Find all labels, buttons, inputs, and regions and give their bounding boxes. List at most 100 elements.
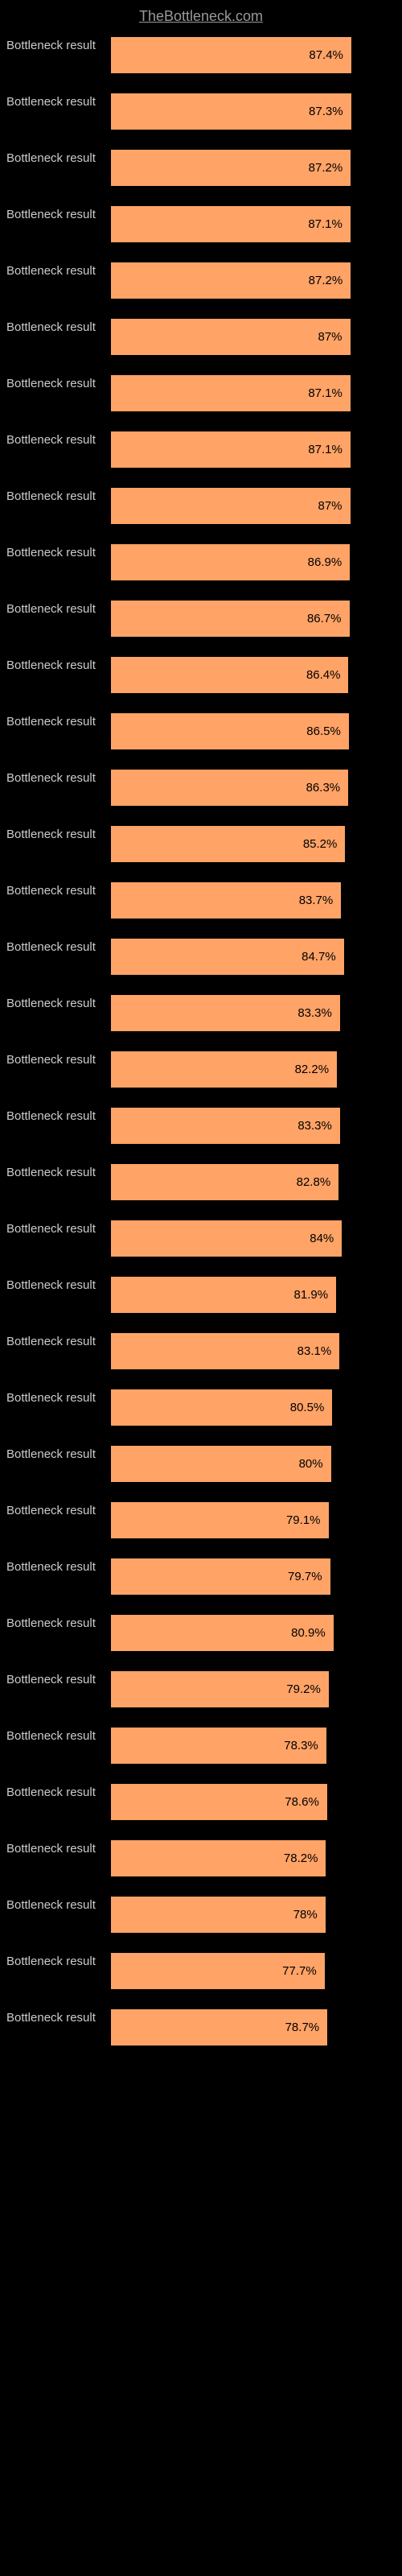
- row-label: Bottleneck result: [6, 93, 111, 130]
- site-link[interactable]: TheBottleneck.com: [139, 8, 263, 24]
- row-label: Bottleneck result: [6, 1164, 111, 1200]
- bar-area: 80%: [111, 1446, 386, 1482]
- chart-row: Bottleneck result86.3%: [6, 770, 386, 806]
- bar: 86.5%: [111, 713, 349, 749]
- bar-area: 80.5%: [111, 1389, 386, 1426]
- bar-value: 86.4%: [306, 668, 341, 682]
- row-label: Bottleneck result: [6, 1897, 111, 1933]
- row-label: Bottleneck result: [6, 1051, 111, 1088]
- bar-area: 86.3%: [111, 770, 386, 806]
- chart-row: Bottleneck result79.2%: [6, 1671, 386, 1707]
- bar-area: 77.7%: [111, 1953, 386, 1989]
- chart-row: Bottleneck result 77.7%: [6, 1953, 386, 1989]
- chart-row: Bottleneck result87.2%: [6, 262, 386, 299]
- bar-area: 83.3%: [111, 1108, 386, 1144]
- bar: 87%: [111, 319, 351, 355]
- bar: 82.8%: [111, 1164, 338, 1200]
- bar-value: 78.6%: [285, 1795, 319, 1809]
- chart-row: Bottleneck result 78.2%: [6, 1840, 386, 1876]
- row-label: Bottleneck result: [6, 1840, 111, 1876]
- bar-value: 87%: [318, 330, 343, 344]
- chart-row: Bottleneck result80.5%: [6, 1389, 386, 1426]
- bar: 85.2%: [111, 826, 345, 862]
- row-label: Bottleneck result: [6, 770, 111, 806]
- row-label: Bottleneck result: [6, 1784, 111, 1820]
- bar-area: 78%: [111, 1897, 386, 1933]
- header: TheBottleneck.com: [0, 0, 402, 37]
- bar-area: 78.2%: [111, 1840, 386, 1876]
- bar-area: 84%: [111, 1220, 386, 1257]
- chart-row: Bottleneck result87.4%: [6, 37, 386, 73]
- chart-row: Bottleneck result86.4%: [6, 657, 386, 693]
- bar-area: 86.4%: [111, 657, 386, 693]
- bar: 83.1%: [111, 1333, 339, 1369]
- bar-value: 78.2%: [284, 1852, 318, 1865]
- row-label: Bottleneck result: [6, 1953, 111, 1989]
- bar: 79.7%: [111, 1558, 330, 1595]
- bar: 87.2%: [111, 150, 351, 186]
- bar-area: 78.3%: [111, 1728, 386, 1764]
- chart-row: Bottleneck result82.8%: [6, 1164, 386, 1200]
- bar-area: 86.7%: [111, 601, 386, 637]
- chart-row: Bottleneck result 87.1%: [6, 431, 386, 468]
- bar: 82.2%: [111, 1051, 337, 1088]
- bar-area: 79.7%: [111, 1558, 386, 1595]
- bar-area: 83.3%: [111, 995, 386, 1031]
- bar-area: 79.1%: [111, 1502, 386, 1538]
- bar: 80%: [111, 1446, 331, 1482]
- bar-value: 78.7%: [285, 2021, 320, 2034]
- chart-row: Bottleneck result 78%: [6, 1897, 386, 1933]
- bar-value: 85.2%: [303, 837, 338, 851]
- bar-area: 82.8%: [111, 1164, 386, 1200]
- bar: 78.6%: [111, 1784, 327, 1820]
- row-label: Bottleneck result: [6, 1108, 111, 1144]
- bar: 83.7%: [111, 882, 341, 919]
- chart-row: Bottleneck result83.1%: [6, 1333, 386, 1369]
- bar-value: 79.2%: [286, 1682, 321, 1696]
- bar-area: 81.9%: [111, 1277, 386, 1313]
- bar-area: 86.9%: [111, 544, 386, 580]
- chart-row: Bottleneck result 78.7%: [6, 2009, 386, 2046]
- bar: 78.7%: [111, 2009, 327, 2046]
- row-label: Bottleneck result: [6, 2009, 111, 2046]
- bar-area: 87.1%: [111, 375, 386, 411]
- bar-value: 79.1%: [286, 1513, 321, 1527]
- bar: 79.2%: [111, 1671, 329, 1707]
- bar-value: 86.5%: [306, 724, 341, 738]
- row-label: Bottleneck result: [6, 150, 111, 186]
- bar-area: 87.1%: [111, 431, 386, 468]
- bar-value: 80.9%: [291, 1626, 326, 1640]
- bar-value: 83.3%: [297, 1119, 332, 1133]
- bar: 84%: [111, 1220, 342, 1257]
- bar-value: 83.1%: [297, 1344, 332, 1358]
- chart-row: Bottleneck result86.9%: [6, 544, 386, 580]
- bottleneck-chart: Bottleneck result87.4%Bottleneck result8…: [0, 37, 402, 2046]
- chart-row: Bottleneck result87.1%: [6, 206, 386, 242]
- row-label: Bottleneck result: [6, 939, 111, 975]
- bar: 86.4%: [111, 657, 348, 693]
- bar-area: 87.3%: [111, 93, 386, 130]
- bar-value: 86.7%: [307, 612, 342, 625]
- bar: 86.9%: [111, 544, 350, 580]
- bar-value: 87.2%: [309, 161, 343, 175]
- bar: 80.9%: [111, 1615, 334, 1651]
- bar-value: 77.7%: [282, 1964, 317, 1978]
- bar: 86.7%: [111, 601, 350, 637]
- bar: 87.2%: [111, 262, 351, 299]
- bar-value: 84.7%: [302, 950, 336, 964]
- chart-row: Bottleneck result87.3%: [6, 93, 386, 130]
- bar: 77.7%: [111, 1953, 325, 1989]
- bar: 84.7%: [111, 939, 344, 975]
- bar: 83.3%: [111, 995, 340, 1031]
- bar-area: 83.7%: [111, 882, 386, 919]
- bar-value: 87%: [318, 499, 343, 513]
- chart-row: Bottleneck result 83.3%: [6, 1108, 386, 1144]
- row-label: Bottleneck result: [6, 431, 111, 468]
- row-label: Bottleneck result: [6, 37, 111, 73]
- row-label: Bottleneck result: [6, 375, 111, 411]
- bar-area: 87.4%: [111, 37, 386, 73]
- bar: 78.2%: [111, 1840, 326, 1876]
- bar-value: 87.1%: [308, 443, 343, 456]
- bar-value: 78%: [293, 1908, 318, 1922]
- bar: 78.3%: [111, 1728, 326, 1764]
